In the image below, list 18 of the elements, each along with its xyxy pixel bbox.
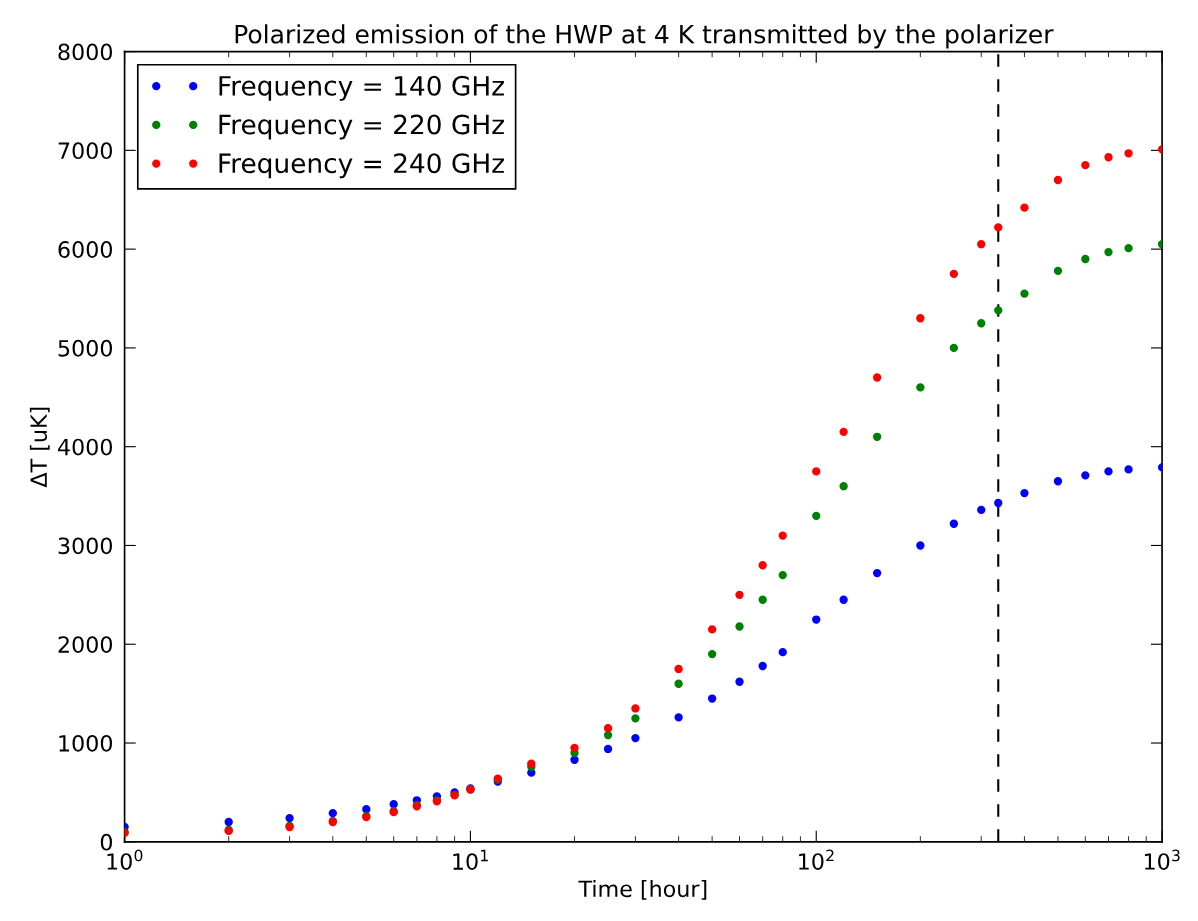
- y-axis-title: ΔT [uK]: [29, 407, 50, 488]
- legend-label: Frequency = 140 GHz: [219, 75, 504, 101]
- x-tick-label: 10$^{3}$: [1144, 849, 1180, 870]
- y-tick-label: 6000: [58, 241, 112, 258]
- legend-label: Frequency = 220 GHz: [219, 114, 504, 140]
- y-tick-label: 5000: [58, 339, 112, 357]
- x-axis-title: Time [hour]: [578, 879, 707, 900]
- chart-title: Polarized emission of the HWP at 4 K transmitted by the polarizer: [235, 24, 1054, 49]
- y-tick-label: 8000: [58, 43, 112, 61]
- y-tick-label: 0: [100, 833, 113, 851]
- legend-label: Frequency = 240 GHz: [219, 153, 504, 179]
- y-tick-label: 3000: [58, 537, 112, 555]
- y-tick-label: 2000: [58, 636, 112, 653]
- x-tick-label: 10$^{1}$: [453, 849, 488, 870]
- x-tick-label: 10$^{2}$: [799, 849, 834, 870]
- y-tick-label: 7000: [58, 142, 112, 160]
- y-tick-label: 4000: [58, 438, 112, 456]
- y-tick-label: 1000: [59, 734, 112, 752]
